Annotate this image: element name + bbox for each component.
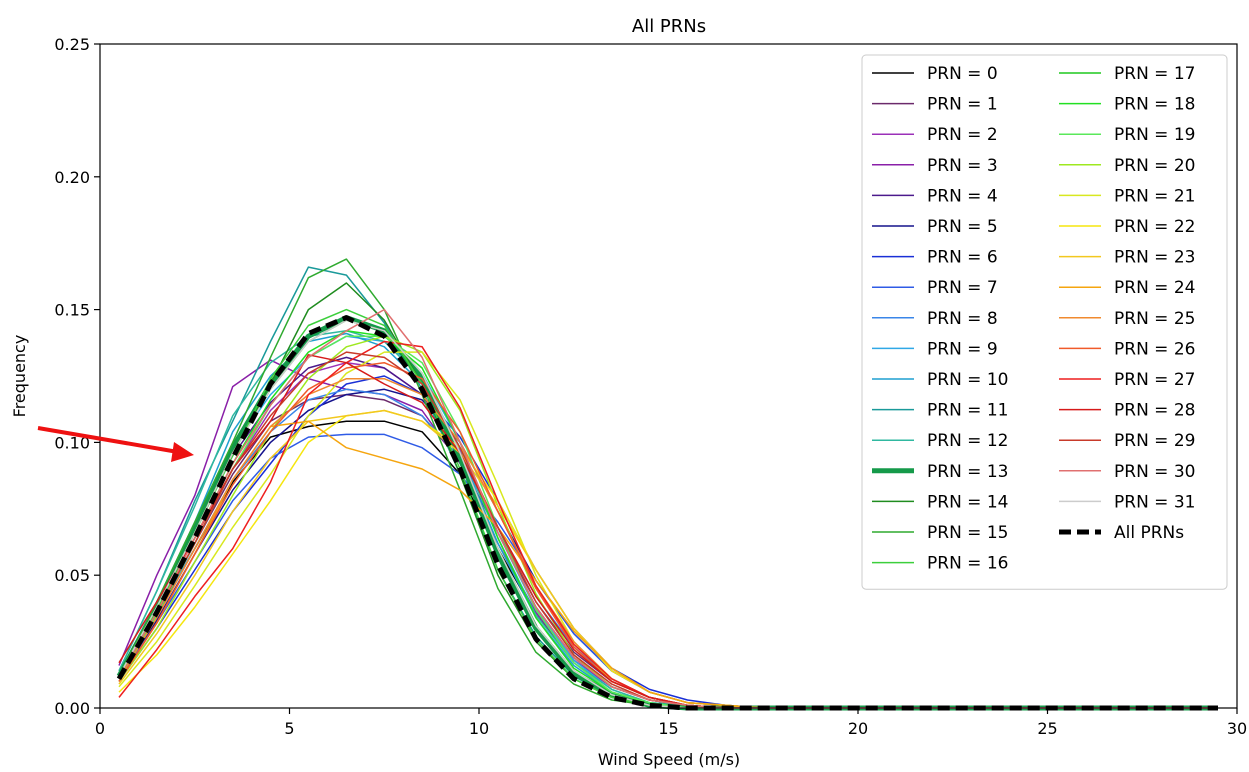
legend-label: PRN = 13 [927, 462, 1008, 482]
legend-label: PRN = 28 [1114, 401, 1195, 421]
legend-label: PRN = 20 [1114, 156, 1195, 176]
y-tick-label: 0.20 [54, 168, 90, 187]
y-tick-label: 0.05 [54, 566, 90, 585]
legend-label: PRN = 12 [927, 431, 1008, 451]
x-tick-label: 25 [1037, 719, 1057, 738]
legend-label: PRN = 29 [1114, 431, 1195, 451]
x-tick-label: 0 [95, 719, 105, 738]
legend-label: PRN = 21 [1114, 186, 1195, 206]
legend-label: PRN = 10 [927, 370, 1008, 390]
chart-title: All PRNs [632, 16, 706, 37]
x-axis: 0 5 10 15 20 25 30 [95, 708, 1247, 738]
legend-label: PRN = 2 [927, 125, 998, 145]
legend-label: PRN = 11 [927, 401, 1008, 421]
y-tick-label: 0.25 [54, 35, 90, 54]
y-axis: 0.00 0.05 0.10 0.15 0.20 0.25 [54, 35, 100, 718]
legend-label: PRN = 1 [927, 95, 998, 115]
legend-label: PRN = 24 [1114, 278, 1195, 298]
legend-label: PRN = 5 [927, 217, 998, 237]
legend-label: All PRNs [1114, 523, 1184, 543]
legend-label: PRN = 25 [1114, 309, 1195, 329]
y-tick-label: 0.10 [54, 433, 90, 452]
legend-label: PRN = 26 [1114, 339, 1195, 359]
x-axis-label: Wind Speed (m/s) [598, 750, 740, 769]
y-tick-label: 0.15 [54, 301, 90, 320]
arrow-shaft [37, 426, 179, 454]
legend-label: PRN = 19 [1114, 125, 1195, 145]
legend-label: PRN = 0 [927, 64, 998, 84]
legend-label: PRN = 4 [927, 186, 998, 206]
x-tick-label: 15 [658, 719, 678, 738]
legend-label: PRN = 22 [1114, 217, 1195, 237]
legend-label: PRN = 7 [927, 278, 998, 298]
legend-box [861, 54, 1228, 590]
legend-label: PRN = 18 [1114, 95, 1195, 115]
y-axis-label: Frequency [10, 335, 29, 418]
x-tick-label: 30 [1227, 719, 1247, 738]
legend-label: PRN = 23 [1114, 248, 1195, 268]
legend-label: PRN = 3 [927, 156, 998, 176]
legend-label: PRN = 14 [927, 492, 1008, 512]
legend-label: PRN = 16 [927, 554, 1008, 574]
y-tick-label: 0.00 [54, 699, 90, 718]
legend-label: PRN = 6 [927, 248, 998, 268]
legend: PRN = 0 PRN = 1 PRN = 2 PRN = 3 PRN = 4 PRN =… [861, 54, 1228, 590]
arrow-head [171, 442, 194, 462]
x-tick-label: 10 [469, 719, 489, 738]
legend-label: PRN = 17 [1114, 64, 1195, 84]
x-tick-label: 5 [284, 719, 294, 738]
legend-label: PRN = 30 [1114, 462, 1195, 482]
legend-label: PRN = 9 [927, 339, 998, 359]
x-tick-label: 20 [848, 719, 868, 738]
annotation-arrow [37, 426, 194, 462]
legend-label: PRN = 31 [1114, 492, 1195, 512]
legend-label: PRN = 8 [927, 309, 998, 329]
legend-label: PRN = 15 [927, 523, 1008, 543]
legend-label: PRN = 27 [1114, 370, 1195, 390]
